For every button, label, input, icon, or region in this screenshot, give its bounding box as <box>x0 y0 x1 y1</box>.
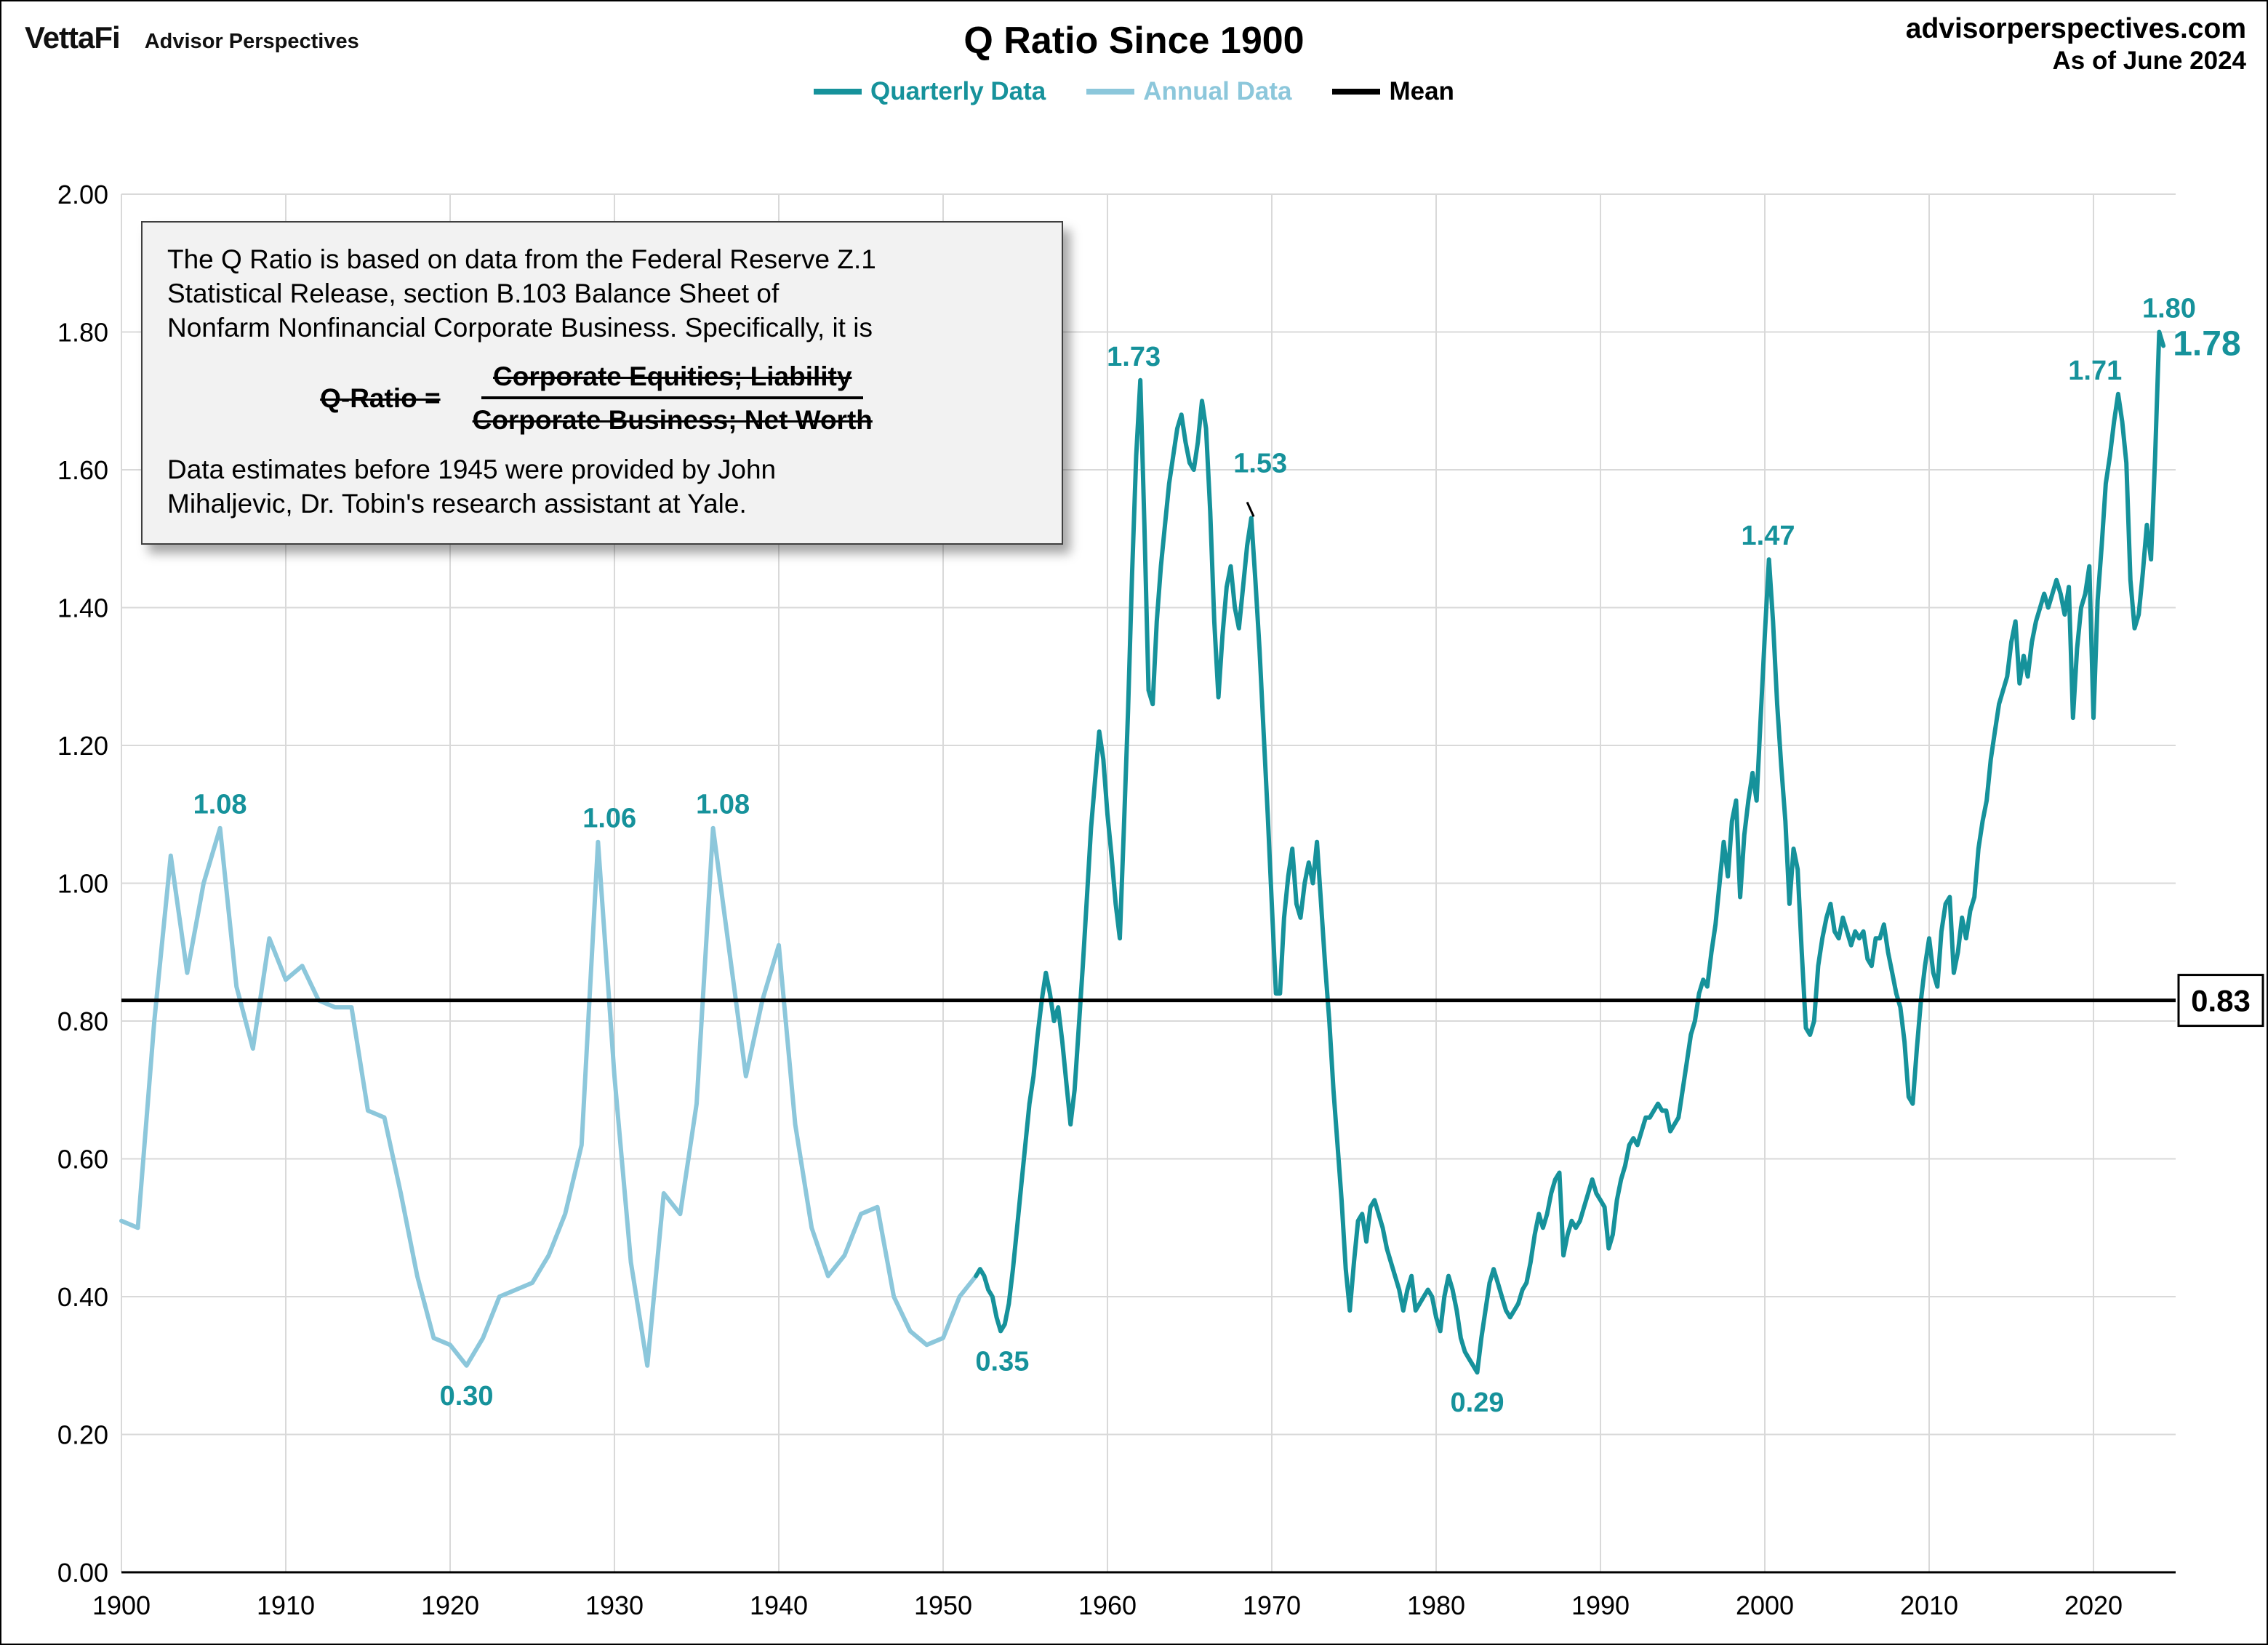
legend-label: Mean <box>1389 77 1454 105</box>
annotation-1.47: 1.47 <box>1742 521 1795 551</box>
annotation-0.30: 0.30 <box>440 1381 494 1412</box>
x-tick-label: 1910 <box>257 1590 315 1620</box>
site-url: advisorperspectives.com <box>1905 13 2246 44</box>
x-tick-label: 2020 <box>2064 1590 2123 1620</box>
annotation-1.08: 1.08 <box>193 790 247 820</box>
formula-lhs: Q-Ratio = <box>320 383 441 413</box>
x-tick-label: 1930 <box>585 1590 644 1620</box>
y-tick-label: 0.60 <box>57 1145 108 1174</box>
legend-label: Quarterly Data <box>870 77 1046 105</box>
formula-fraction: Corporate Equities; Liability Corporate … <box>461 361 884 436</box>
info-paragraph-1-line-2: Statistical Release, section B.103 Balan… <box>167 278 780 308</box>
annotation-0.35: 0.35 <box>975 1346 1029 1377</box>
x-tick-label: 1950 <box>914 1590 972 1620</box>
annotation-1.71: 1.71 <box>2068 356 2122 386</box>
quarterly-data-line <box>974 329 2166 1375</box>
chart-title: Q Ratio Since 1900 <box>963 20 1305 62</box>
info-box: The Q Ratio is based on data from the Fe… <box>141 221 1063 545</box>
y-tick-label: 1.20 <box>57 731 108 761</box>
annotation-1.80: 1.80 <box>2142 294 2196 324</box>
y-tick-label: 0.00 <box>57 1558 108 1588</box>
y-tick-label: 1.60 <box>57 455 108 485</box>
y-tick-label: 1.80 <box>57 318 108 348</box>
y-tick-label: 1.40 <box>57 593 108 623</box>
y-tick-label: 1.00 <box>57 869 108 899</box>
source-block: advisorperspectives.com As of June 2024 <box>1906 13 2246 76</box>
x-tick-label: 1980 <box>1407 1590 1465 1620</box>
x-tick-label: 1970 <box>1243 1590 1301 1620</box>
x-tick-label: 1940 <box>750 1590 808 1620</box>
annotation-1.73: 1.73 <box>1107 342 1161 372</box>
legend-item-mean: Mean <box>1332 77 1454 106</box>
x-tick-label: 1920 <box>421 1590 479 1620</box>
legend-swatch <box>1332 89 1381 95</box>
y-tick-label: 0.20 <box>57 1420 108 1450</box>
info-paragraph-1-line-3: Nonfarm Nonfinancial Corporate Business.… <box>167 312 873 343</box>
q-ratio-formula: Q-Ratio = Corporate Equities; Liability … <box>167 361 1037 436</box>
advisor-perspectives-label: Advisor Perspectives <box>144 30 359 53</box>
annotation-1.53: 1.53 <box>1233 449 1287 479</box>
y-tick-label: 0.80 <box>57 1006 108 1036</box>
formula-numerator: Corporate Equities; Liability <box>481 361 864 399</box>
x-tick-label: 1900 <box>92 1590 151 1620</box>
y-tick-label: 2.00 <box>57 180 108 209</box>
vettafi-logo: VettaFi <box>25 20 121 55</box>
mean-value-label: 0.83 <box>2191 984 2251 1018</box>
info-paragraph-2-line-1: Data estimates before 1945 were provided… <box>167 454 777 484</box>
legend: Quarterly Data Annual Data Mean <box>1 77 2267 106</box>
x-tick-label: 1960 <box>1078 1590 1137 1620</box>
legend-item-quarterly-data: Quarterly Data <box>814 77 1046 106</box>
logo-block: VettaFi Advisor Perspectives <box>25 20 359 55</box>
formula-denominator: Corporate Business; Net Worth <box>472 404 873 435</box>
x-tick-label: 1990 <box>1571 1590 1630 1620</box>
annotation-1.06: 1.06 <box>582 804 636 834</box>
annotation-0.29: 0.29 <box>1451 1388 1504 1418</box>
legend-label: Annual Data <box>1143 77 1292 105</box>
info-paragraph-2-line-2: Mihaljevic, Dr. Tobin's research assista… <box>167 488 747 519</box>
y-tick-label: 0.40 <box>57 1282 108 1312</box>
as-of-date: As of June 2024 <box>2052 47 2247 75</box>
x-tick-label: 2010 <box>1900 1590 1958 1620</box>
annotation-1.78: 1.78 <box>2173 325 2240 364</box>
annual-data-line <box>119 825 979 1368</box>
annotation-1.08: 1.08 <box>696 790 750 820</box>
legend-item-annual-data: Annual Data <box>1086 77 1291 106</box>
mean-label-box <box>2177 974 2264 1028</box>
info-paragraph-1-line-1: The Q Ratio is based on data from the Fe… <box>167 244 876 274</box>
legend-swatch <box>814 89 862 95</box>
annotation-leader-line <box>1246 501 1255 518</box>
legend-swatch <box>1086 89 1135 95</box>
x-tick-label: 2000 <box>1736 1590 1794 1620</box>
